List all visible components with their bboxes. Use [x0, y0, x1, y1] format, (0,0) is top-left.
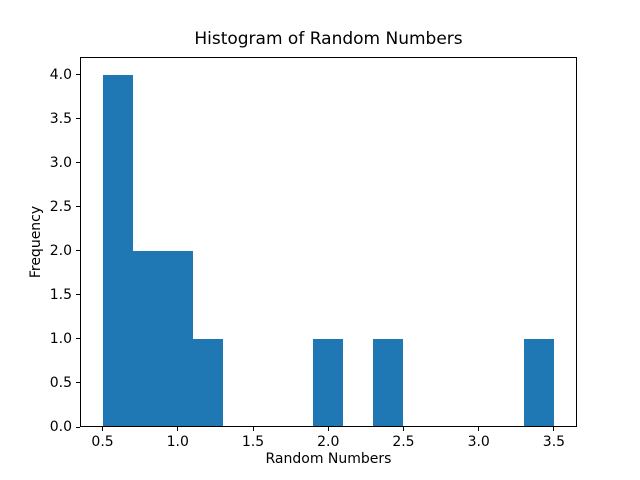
y-tick-label: 0.0 [49, 419, 72, 435]
y-axis-label: Frequency [28, 205, 44, 279]
histogram-bar [192, 338, 223, 427]
y-tick-mark [76, 206, 80, 208]
y-tick-mark [76, 382, 80, 384]
histogram-bar [102, 74, 133, 427]
x-tick-label: 2.0 [317, 434, 340, 450]
y-tick-label: 1.0 [49, 330, 72, 347]
y-tick-mark [76, 338, 80, 340]
histogram-bar [373, 338, 404, 427]
y-tick-mark [76, 294, 80, 296]
x-tick-label: 0.5 [91, 434, 114, 450]
x-tick-mark [553, 427, 555, 431]
y-tick-label: 3.0 [49, 154, 72, 171]
x-tick-mark [478, 427, 480, 431]
y-tick-label: 0.5 [49, 374, 72, 391]
x-tick-mark [177, 427, 179, 431]
x-tick-label: 1.5 [241, 434, 265, 450]
y-tick-label: 3.5 [49, 110, 72, 127]
x-axis-label: Random Numbers [265, 451, 392, 467]
histogram-bar [523, 338, 554, 427]
y-tick-mark [76, 74, 80, 76]
y-tick-mark [76, 118, 80, 120]
y-tick-mark [76, 162, 80, 164]
histogram-bar [132, 250, 163, 427]
x-tick-label: 3.5 [542, 434, 566, 450]
plot-area [80, 57, 577, 427]
x-tick-mark [252, 427, 254, 431]
x-tick-mark [402, 427, 404, 431]
x-tick-label: 3.0 [467, 434, 490, 450]
y-tick-label: 4.0 [49, 66, 72, 83]
x-tick-mark [102, 427, 104, 431]
y-tick-label: 1.5 [49, 286, 72, 303]
y-tick-label: 2.5 [49, 198, 72, 215]
y-tick-label: 2.0 [49, 242, 72, 259]
x-tick-label: 2.5 [392, 434, 415, 450]
y-tick-mark [76, 426, 80, 428]
histogram-bar [162, 250, 193, 427]
y-tick-mark [76, 250, 80, 252]
histogram-bar [313, 338, 344, 427]
x-tick-label: 1.0 [166, 434, 189, 450]
chart-title: Histogram of Random Numbers [194, 29, 463, 49]
x-tick-mark [327, 427, 329, 431]
